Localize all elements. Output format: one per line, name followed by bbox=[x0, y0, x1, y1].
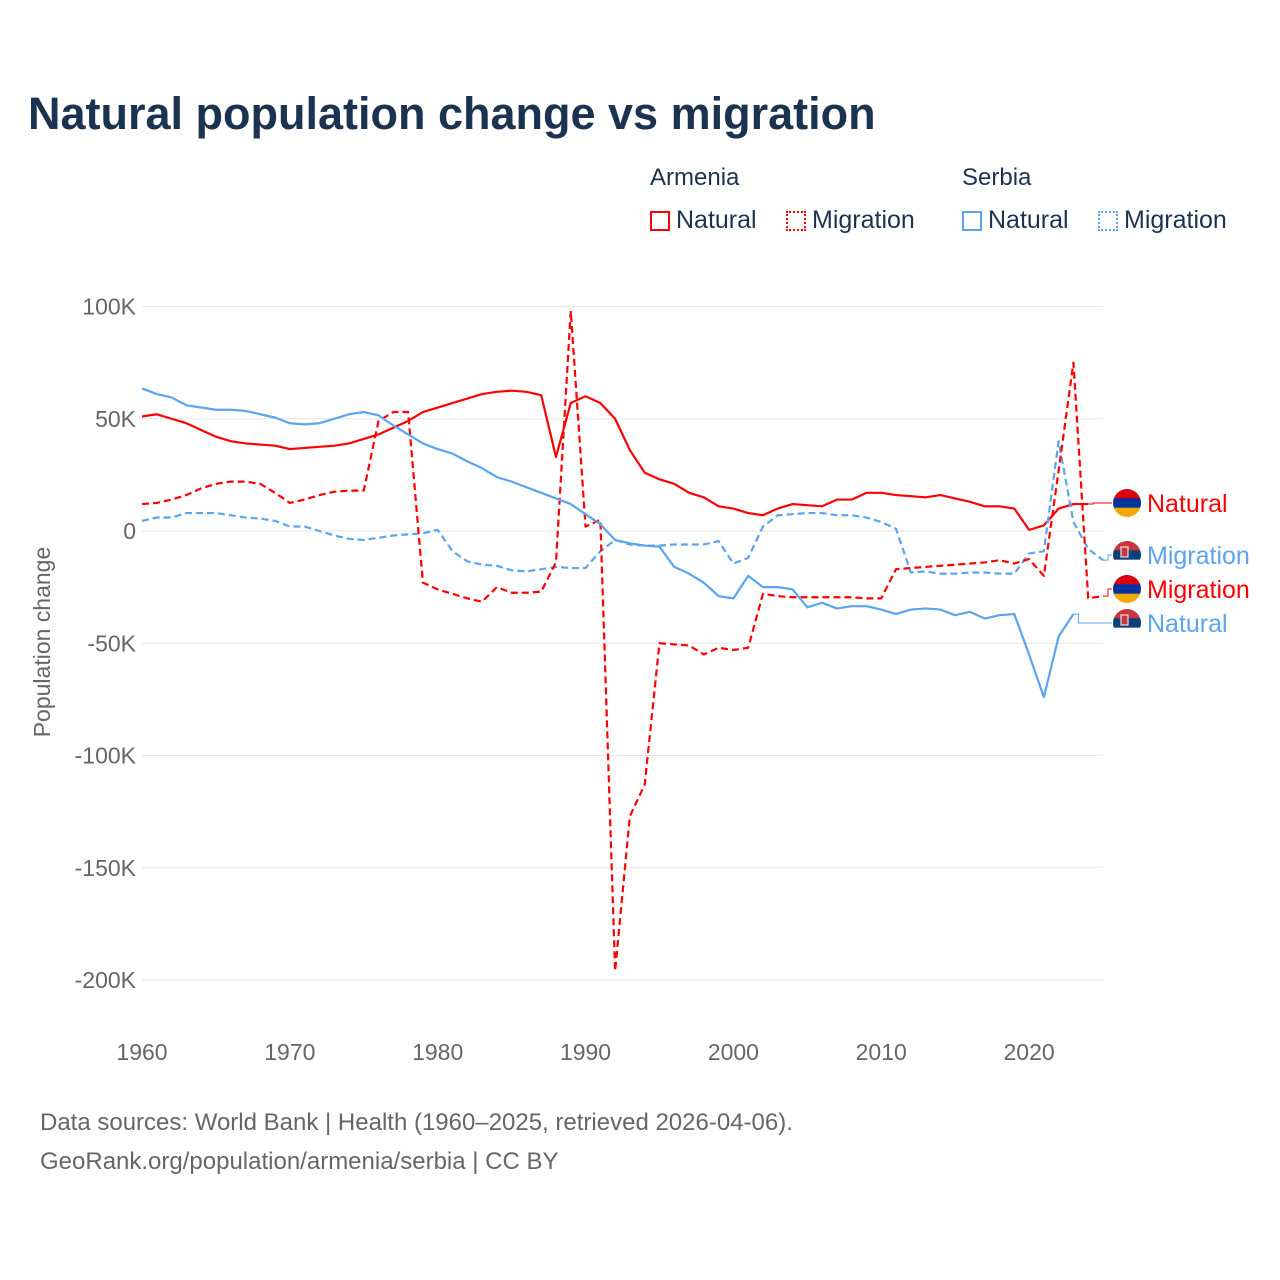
x-tick-label: 2010 bbox=[856, 1039, 907, 1065]
legend-armenia-heading: Armenia bbox=[650, 164, 740, 191]
flag-stripe bbox=[1113, 584, 1141, 595]
legend-serbia-migration[interactable]: Migration bbox=[1098, 206, 1227, 235]
flag-stripe bbox=[1113, 627, 1141, 637]
dotted-swatch-icon bbox=[1098, 210, 1118, 231]
y-tick-label: -100K bbox=[75, 743, 137, 769]
legend-armenia-natural[interactable]: Natural bbox=[650, 206, 757, 235]
series-line-serbia-natural bbox=[141, 387, 1075, 699]
series-end-label: Migration bbox=[1147, 576, 1250, 604]
y-tick-label: 50K bbox=[95, 406, 137, 432]
y-tick-label: 0 bbox=[123, 518, 136, 544]
legend-label: Natural bbox=[988, 206, 1069, 234]
y-tick-label: 100K bbox=[82, 294, 136, 320]
solid-swatch-icon bbox=[650, 210, 670, 231]
flag-stripe bbox=[1113, 559, 1141, 569]
flag-stripe bbox=[1113, 593, 1141, 603]
label-connector bbox=[1088, 502, 1112, 505]
series-line-armenia-natural bbox=[141, 389, 1089, 531]
series-end-label: Migration bbox=[1147, 542, 1250, 570]
armenia-flag-icon bbox=[1113, 489, 1141, 517]
flag-stripe bbox=[1113, 489, 1141, 499]
serbia-flag-icon bbox=[1113, 609, 1141, 637]
flag-stripe bbox=[1113, 541, 1141, 551]
series-line-serbia-migration bbox=[141, 440, 1104, 575]
flag-emblem bbox=[1120, 546, 1129, 558]
serbia-flag-icon bbox=[1113, 541, 1141, 569]
legend-label: Migration bbox=[1124, 206, 1227, 234]
y-axis-label: Population change bbox=[29, 547, 55, 738]
legend-label: Natural bbox=[676, 206, 757, 234]
legend-serbia-heading: Serbia bbox=[962, 164, 1032, 191]
flag-stripe bbox=[1113, 498, 1141, 509]
legend-label: Migration bbox=[812, 206, 915, 234]
x-tick-label: 2020 bbox=[1003, 1039, 1054, 1065]
series-end-label: Natural bbox=[1147, 490, 1228, 518]
flag-stripe bbox=[1113, 609, 1141, 619]
legend-armenia-migration[interactable]: Migration bbox=[786, 206, 915, 235]
label-connector bbox=[1103, 588, 1112, 597]
solid-swatch-icon bbox=[962, 210, 982, 231]
x-tick-label: 1990 bbox=[560, 1039, 611, 1065]
x-tick-label: 1960 bbox=[116, 1039, 167, 1065]
flag-emblem bbox=[1120, 614, 1129, 626]
y-tick-label: -50K bbox=[87, 630, 136, 656]
series-end-label: Natural bbox=[1147, 610, 1228, 638]
source-note: Data sources: World Bank | Health (1960–… bbox=[40, 1109, 793, 1136]
x-tick-label: 2000 bbox=[708, 1039, 759, 1065]
x-tick-label: 1970 bbox=[264, 1039, 315, 1065]
chart-title: Natural population change vs migration bbox=[28, 88, 876, 139]
source-link[interactable]: GeoRank.org/population/armenia/serbia | … bbox=[40, 1148, 559, 1175]
dotted-swatch-icon bbox=[786, 210, 806, 231]
y-tick-label: -200K bbox=[75, 967, 137, 993]
series-line-armenia-migration bbox=[141, 309, 1104, 973]
label-connector bbox=[1073, 613, 1112, 624]
x-tick-label: 1980 bbox=[412, 1039, 463, 1065]
armenia-flag-icon bbox=[1113, 575, 1141, 603]
flag-stripe bbox=[1113, 507, 1141, 517]
y-tick-label: -150K bbox=[75, 855, 137, 881]
flag-stripe bbox=[1113, 575, 1141, 585]
legend-serbia-natural[interactable]: Natural bbox=[962, 206, 1069, 235]
label-connector bbox=[1103, 554, 1112, 561]
